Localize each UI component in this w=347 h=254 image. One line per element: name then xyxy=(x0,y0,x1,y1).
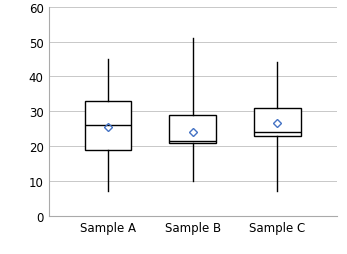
PathPatch shape xyxy=(85,101,131,150)
PathPatch shape xyxy=(169,115,216,143)
PathPatch shape xyxy=(254,108,301,136)
